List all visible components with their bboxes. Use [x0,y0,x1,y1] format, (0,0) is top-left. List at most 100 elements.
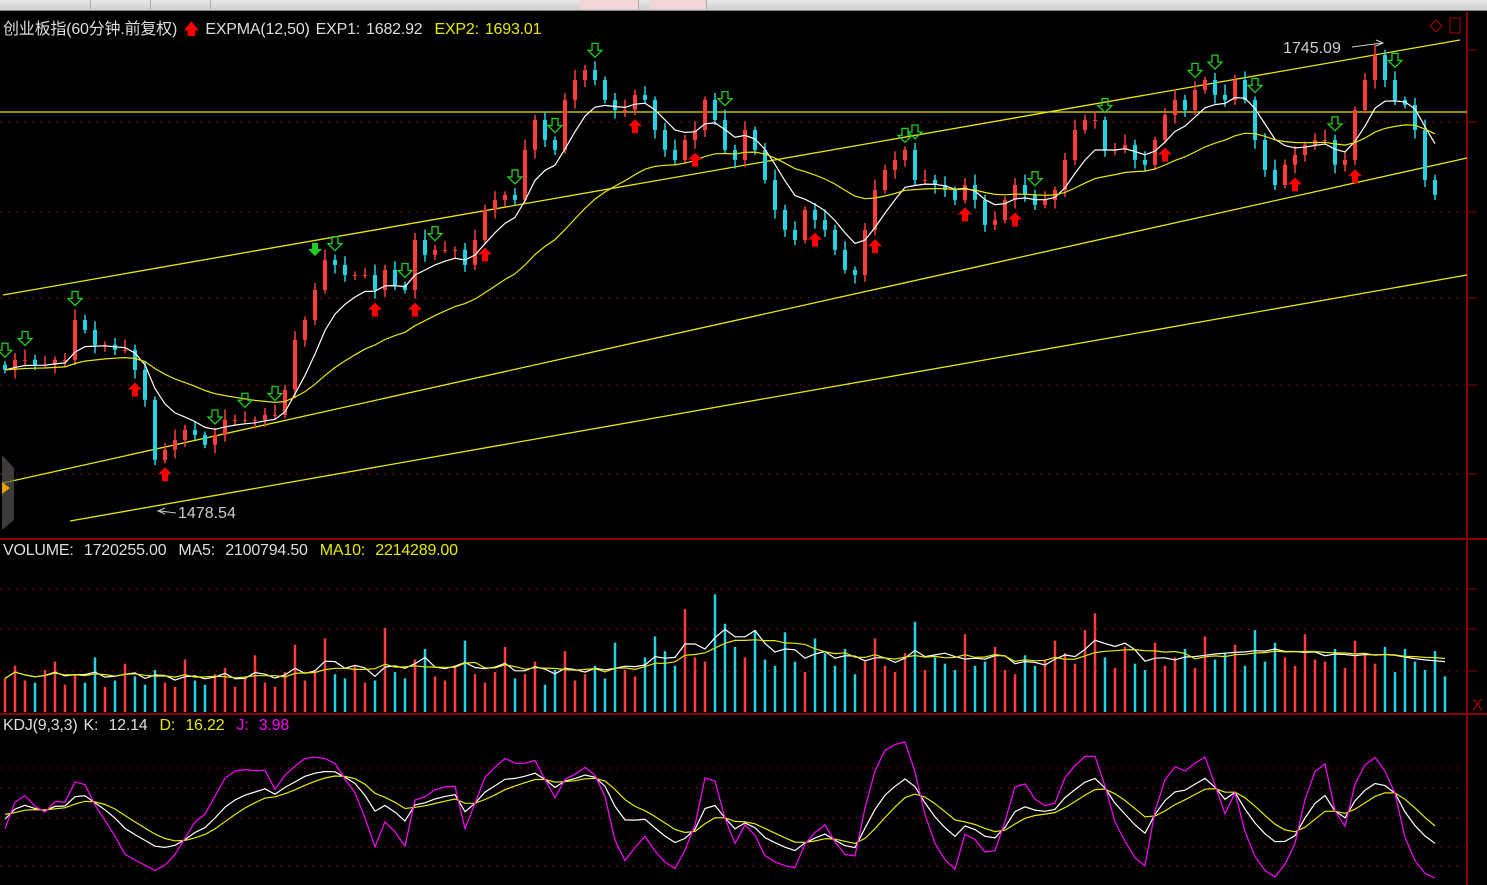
candle-up [1163,114,1167,141]
candle-down [463,249,467,265]
window-toggle-icon[interactable] [1449,17,1461,34]
candle-down [833,229,837,250]
sell-signal-arrow-icon [1096,97,1114,114]
toolbar-tab[interactable] [650,0,707,9]
toolbar-tab[interactable] [90,0,151,9]
expand-arrow-icon[interactable] [2,482,10,494]
kdj-label: KDJ(9,3,3) [3,717,78,734]
candle-down [393,269,397,285]
candle-up [163,449,167,460]
buy-signal-arrow-icon [868,239,882,254]
candle-down [613,99,617,110]
ma10-value: 2214289.00 [375,542,458,559]
candle-up [1193,90,1197,110]
k-value: 12.14 [108,717,148,734]
volume-label: VOLUME: [3,542,74,559]
sell-signal-arrow-icon [266,385,284,402]
candle-down [1253,99,1257,141]
toolbar-tab[interactable] [150,0,211,9]
candle-down [763,149,767,180]
buy-signal-arrow-icon [408,302,422,317]
candle-up [1353,109,1357,160]
toolbar-tab[interactable] [30,0,91,9]
toolbar-tab[interactable] [580,0,639,9]
candle-down [553,140,557,150]
candle-up [413,239,417,290]
candle-up [283,389,287,415]
candle-down [773,179,777,210]
main-chart-header: 创业板指(60分钟.前复权) 🡅 EXPMA(12,50) EXP1: 1682.92 E… [3,15,553,45]
candle-down [1383,54,1387,81]
j-value: 3.98 [258,717,290,734]
j-label: J: [236,717,249,734]
sell-signal-arrow-icon [206,409,224,425]
exp2-line [4,124,1436,404]
candle-up [623,109,627,111]
candle-up [1343,159,1347,165]
d-label: D: [159,717,176,734]
candle-up [1283,164,1287,185]
close-panel-icon[interactable]: X [1472,697,1483,714]
candle-down [643,94,647,100]
candle-up [493,199,497,210]
buy-signal-arrow-icon [368,302,382,317]
candle-up [1083,119,1087,130]
candle-up [363,274,367,276]
candle-down [603,80,607,100]
sell-signal-arrow-icon [326,236,344,252]
candle-down [853,269,857,275]
candle-up [233,419,237,421]
candle-down [1183,99,1187,110]
candle-up [583,69,587,81]
candle-up [473,239,477,265]
candle-down [653,99,657,130]
candle-down [723,119,727,150]
sell-signal-arrow-icon [546,117,564,134]
candle-up [263,414,267,420]
candle-up [63,359,67,361]
volume-ma10-line [4,639,1446,679]
diamond-icon[interactable] [1429,19,1443,33]
candle-up [293,339,297,390]
candle-up [53,359,57,365]
candle-up [1363,80,1367,110]
channel-middle-line[interactable] [2,157,1468,484]
sell-signal-arrow-icon [906,124,924,140]
candle-up [73,319,77,360]
chart-title: 创业板指(60分钟.前复权) [3,21,178,38]
candle-up [883,169,887,191]
candle-up [1303,144,1307,155]
candle-up [1153,140,1157,165]
candle-down [953,190,957,200]
sell-signal-arrow-icon [1326,116,1344,132]
candle-up [433,249,437,255]
candle-down [783,209,787,230]
high-annotation: 1745.09 [1283,40,1341,57]
candle-up [633,94,637,110]
channel-upper-line[interactable] [2,39,1461,296]
kdj-header: KDJ(9,3,3) K: 12.14 D: 16.22 J: 3.98 [3,717,301,735]
candle-up [183,429,187,440]
buy-signal-arrow-icon [808,232,822,247]
right-axis-ticks [1467,49,1477,672]
candle-down [813,209,817,220]
candle-down [1423,129,1427,180]
buy-signal-arrow-icon [1288,177,1302,192]
candle-down [593,69,597,81]
candle-down [153,399,157,460]
candle-up [273,414,277,416]
volume-ma5-line [4,628,1446,681]
side-panel-handle[interactable] [2,455,14,530]
sell-signal-arrow-icon [426,226,444,242]
candle-down [1393,80,1397,100]
candle-up [533,119,537,150]
candle-down [33,359,37,365]
candle-down [343,264,347,275]
channel-lower-line[interactable] [69,274,1468,522]
candle-down [823,219,827,230]
candle-down [1263,140,1267,170]
candle-up [453,249,457,251]
candle-down [1223,94,1227,100]
exp1-line [4,96,1436,430]
